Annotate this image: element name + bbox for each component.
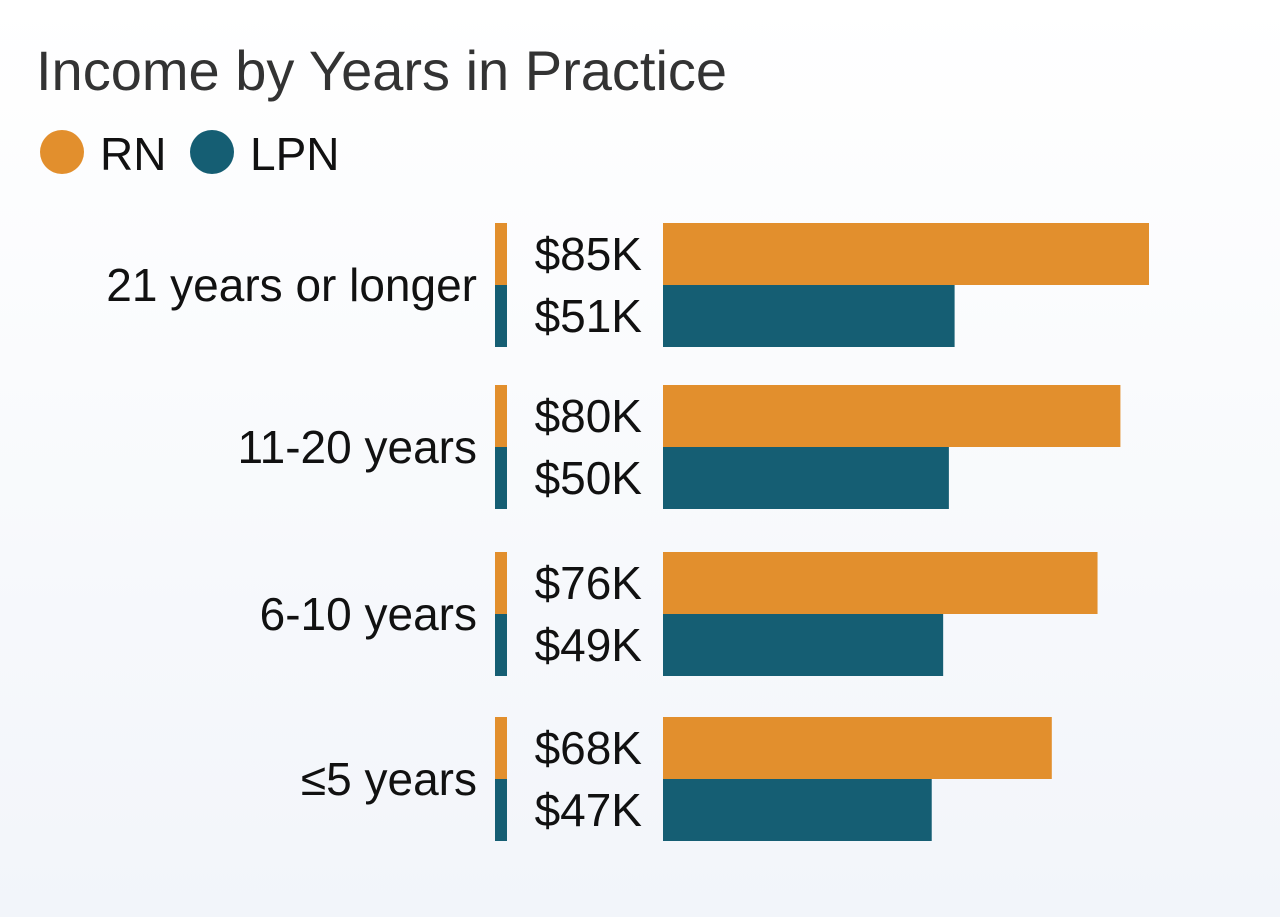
category-label-cat-2: 6-10 years: [260, 588, 477, 640]
legend-swatch-rn: [40, 130, 84, 174]
series-marker-rn-cat-1: [495, 385, 507, 447]
value-label-lpn-cat-0: $51K: [535, 290, 643, 342]
value-label-rn-cat-3: $68K: [535, 722, 643, 774]
legend-label-rn: RN: [100, 128, 166, 180]
value-label-lpn-cat-1: $50K: [535, 452, 643, 504]
bar-rn-cat-1: [663, 385, 1121, 447]
bar-rn-cat-0: [663, 223, 1149, 285]
category-label-cat-0: 21 years or longer: [106, 259, 477, 311]
series-marker-rn-cat-2: [495, 552, 507, 614]
value-label-rn-cat-0: $85K: [535, 228, 643, 280]
bar-lpn-cat-3: [663, 779, 932, 841]
series-marker-rn-cat-3: [495, 717, 507, 779]
value-label-rn-cat-2: $76K: [535, 557, 643, 609]
bar-lpn-cat-1: [663, 447, 949, 509]
category-label-cat-1: 11-20 years: [237, 421, 477, 473]
bar-lpn-cat-0: [663, 285, 955, 347]
value-label-lpn-cat-3: $47K: [535, 784, 643, 836]
chart-title: Income by Years in Practice: [36, 39, 727, 102]
bar-lpn-cat-2: [663, 614, 944, 676]
series-marker-rn-cat-0: [495, 223, 507, 285]
series-marker-lpn-cat-2: [495, 614, 507, 676]
series-marker-lpn-cat-3: [495, 779, 507, 841]
value-label-rn-cat-1: $80K: [535, 390, 643, 442]
value-label-lpn-cat-2: $49K: [535, 619, 643, 671]
legend-label-lpn: LPN: [250, 128, 339, 180]
legend-swatch-lpn: [190, 130, 234, 174]
bar-rn-cat-3: [663, 717, 1052, 779]
series-marker-lpn-cat-0: [495, 285, 507, 347]
series-marker-lpn-cat-1: [495, 447, 507, 509]
bar-group: 21 years or longer $85K $51K 11-20 years $80…: [106, 223, 1149, 841]
legend: RN LPN: [40, 128, 339, 180]
category-label-cat-3: ≤5 years: [301, 753, 477, 805]
bar-rn-cat-2: [663, 552, 1098, 614]
